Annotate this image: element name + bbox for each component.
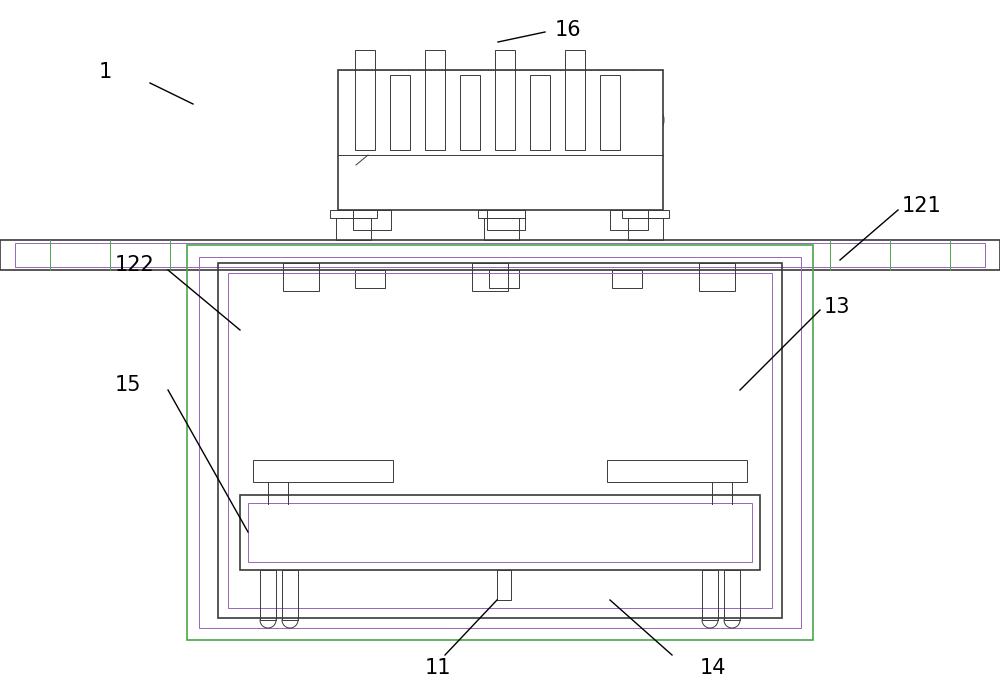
Bar — [600, 75, 620, 150]
Bar — [336, 218, 371, 240]
Text: 122: 122 — [115, 255, 155, 275]
Bar — [355, 270, 385, 288]
Bar — [282, 570, 298, 620]
Bar — [699, 263, 735, 291]
Bar — [218, 263, 782, 618]
Bar — [610, 210, 648, 230]
Bar — [353, 210, 391, 230]
Text: 15: 15 — [115, 375, 142, 395]
Bar — [495, 50, 515, 150]
Bar — [253, 460, 393, 482]
Bar — [622, 210, 669, 218]
Bar — [248, 503, 752, 562]
Bar — [355, 50, 375, 150]
Bar — [565, 50, 585, 150]
Bar — [484, 218, 519, 240]
Bar — [487, 210, 525, 230]
Bar — [724, 570, 740, 620]
Bar — [612, 270, 642, 288]
Bar — [15, 243, 985, 267]
Text: 14: 14 — [700, 658, 726, 678]
Bar — [497, 570, 511, 600]
Bar — [530, 75, 550, 150]
Bar — [390, 75, 410, 150]
Bar — [489, 270, 519, 288]
Text: 16: 16 — [555, 20, 582, 40]
Bar — [425, 50, 445, 150]
Text: 1: 1 — [98, 62, 112, 82]
Bar — [187, 245, 813, 640]
Bar — [260, 570, 276, 620]
Text: 13: 13 — [824, 297, 850, 317]
Bar — [478, 210, 525, 218]
Bar — [283, 263, 319, 291]
Text: 11: 11 — [425, 658, 451, 678]
Text: 121: 121 — [902, 196, 942, 216]
Bar — [199, 257, 801, 628]
Bar — [472, 263, 508, 291]
Bar — [607, 460, 747, 482]
Bar — [330, 210, 377, 218]
Bar — [628, 218, 663, 240]
Bar — [0, 240, 1000, 270]
Bar — [338, 70, 663, 210]
Bar — [240, 495, 760, 570]
Bar — [460, 75, 480, 150]
Bar — [702, 570, 718, 620]
Bar — [228, 273, 772, 608]
